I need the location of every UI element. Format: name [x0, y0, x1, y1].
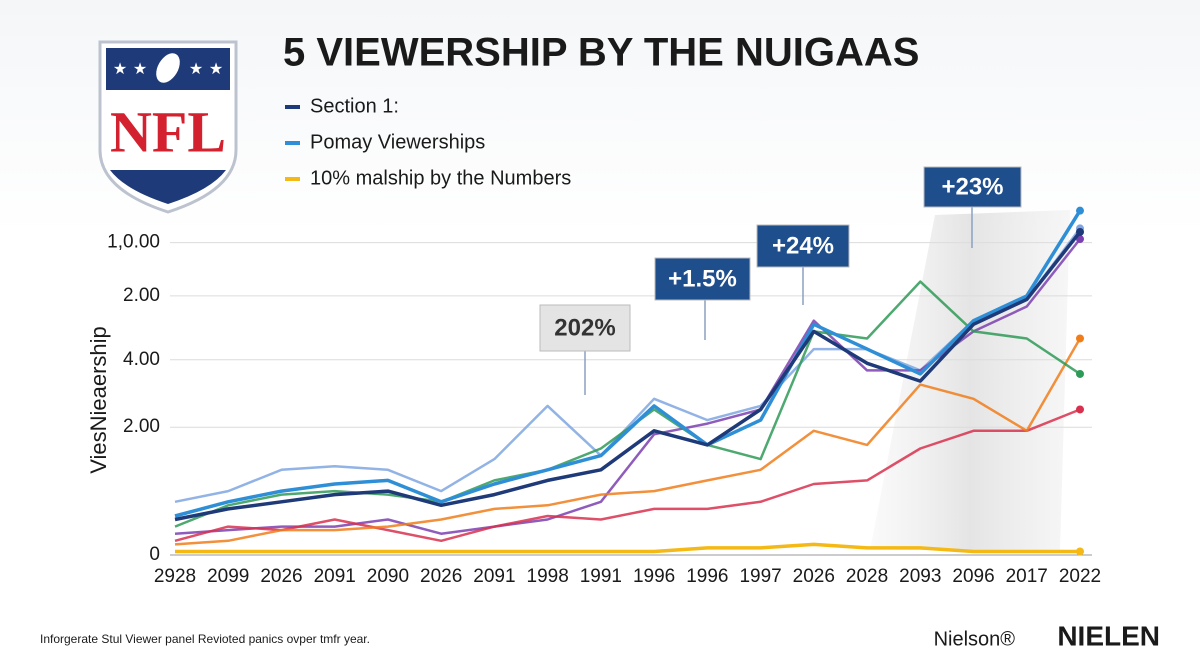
- x-tick-label: 1991: [580, 566, 622, 587]
- logo-text: NFL: [110, 99, 226, 164]
- x-tick-label: 2093: [899, 566, 941, 587]
- annotation-box: [654, 257, 751, 301]
- y-tick-label: 2.00: [123, 285, 160, 306]
- x-tick-label: 2028: [846, 566, 888, 587]
- x-tick-label: 2099: [207, 566, 249, 587]
- y-tick-label: 0: [149, 544, 160, 565]
- svg-text:★: ★: [209, 61, 223, 78]
- annotation-label: 202%: [554, 314, 615, 341]
- x-tick-label: 1996: [633, 566, 675, 587]
- legend-label: Section 1:: [310, 95, 399, 117]
- y-tick-label: 1,0.00: [107, 232, 160, 253]
- annotation-label: +1.5%: [668, 265, 737, 292]
- annotation-label: +23%: [941, 173, 1003, 200]
- x-tick-label: 1996: [686, 566, 728, 587]
- series-line: [174, 227, 1082, 504]
- series-line: [174, 230, 1082, 522]
- decor-panel: [870, 210, 1070, 550]
- x-tick-label: 2090: [367, 566, 409, 587]
- x-tick-label: 2096: [952, 566, 994, 587]
- x-tick-label: 2928: [154, 566, 196, 587]
- annotation-box: [539, 304, 631, 352]
- nfl-logo: ★ ★ ★ ★ NFL: [98, 40, 238, 214]
- footer: Inforgerate Stul Viewer panel Revioted p…: [40, 632, 370, 646]
- svg-text:★: ★: [133, 61, 147, 78]
- legend-label: 10% malship by the Numbers: [310, 167, 571, 189]
- y-axis-label: ViesNieaership: [86, 326, 111, 474]
- series-end: [1076, 369, 1084, 378]
- x-tick-label: 2026: [793, 566, 835, 587]
- series-end: [1076, 405, 1084, 414]
- svg-text:★: ★: [113, 61, 127, 78]
- annotation-box: [923, 166, 1022, 208]
- x-tick-label: 2026: [260, 566, 302, 587]
- annotation-box: [756, 224, 850, 268]
- x-tick-label: 2022: [1059, 566, 1101, 587]
- series-end: [1076, 547, 1084, 556]
- svg-text:★: ★: [189, 61, 203, 78]
- series-end: [1076, 227, 1084, 236]
- x-tick-label: 2026: [420, 566, 462, 587]
- chart-title: 5 VIEWERSHIP BY THE NUIGAAS: [283, 31, 919, 75]
- x-tick-label: 1998: [527, 566, 569, 587]
- annotation-label: +24%: [772, 232, 834, 259]
- x-tick-label: 2091: [314, 566, 356, 587]
- y-tick-label: 2.00: [123, 416, 160, 437]
- x-tick-label: 2017: [1006, 566, 1048, 587]
- brand: Nielson®: [934, 628, 1016, 650]
- x-tick-label: 1997: [739, 566, 781, 587]
- series-line: [174, 209, 1082, 518]
- legend-label: Pomay Viewerships: [310, 131, 485, 153]
- x-tick-label: 2091: [473, 566, 515, 587]
- series-end: [1076, 334, 1084, 343]
- series-end: [1076, 206, 1084, 215]
- series-line: [174, 408, 1081, 543]
- series-line: [175, 542, 1080, 554]
- series-line: [174, 337, 1082, 546]
- y-tick-label: 4.00: [123, 349, 160, 370]
- brand: NIELEN: [1057, 620, 1160, 651]
